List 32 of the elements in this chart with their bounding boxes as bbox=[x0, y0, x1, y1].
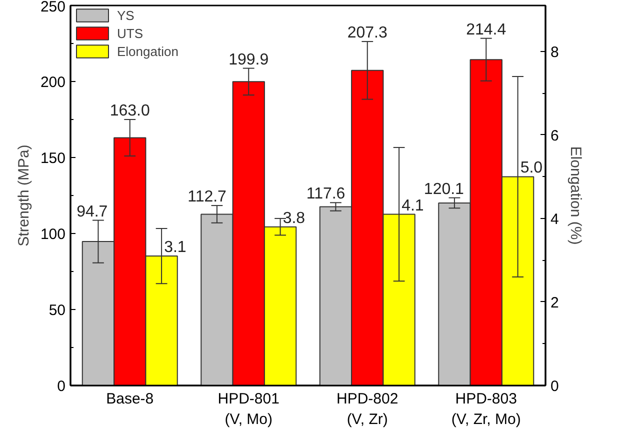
y-tick-label: 150 bbox=[40, 150, 66, 167]
y2-tick-label: 4 bbox=[550, 210, 559, 228]
x-tick-label: HPD-802 (V, Zr) bbox=[336, 390, 398, 428]
data-label: 117.6 bbox=[306, 186, 346, 203]
data-label: 112.7 bbox=[188, 188, 227, 206]
data-label: 3.8 bbox=[282, 210, 306, 227]
y-tick-label: 200 bbox=[40, 74, 66, 91]
legend-label: YS bbox=[117, 8, 136, 22]
data-label: 94.7 bbox=[76, 203, 108, 220]
data-label: 120.1 bbox=[424, 180, 464, 198]
legend-label: Elongation bbox=[117, 44, 178, 58]
y2-axis-title: Elongation (%) bbox=[566, 146, 584, 245]
y2-tick-label: 2 bbox=[550, 294, 559, 312]
x-tick-label: HPD-801 (V, Mo) bbox=[218, 390, 280, 428]
data-label: 207.3 bbox=[347, 24, 388, 42]
data-label: 3.1 bbox=[164, 239, 186, 256]
data-label: 163.0 bbox=[110, 102, 150, 120]
y2-tick-label: 8 bbox=[550, 44, 559, 61]
legend-label: UTS bbox=[117, 26, 143, 40]
data-label: 4.1 bbox=[402, 197, 424, 214]
data-label: 214.4 bbox=[466, 21, 506, 38]
y2-tick-label: 6 bbox=[550, 127, 559, 144]
y-tick-label: 0 bbox=[57, 378, 66, 395]
y-axis-title: Strength (MPa) bbox=[15, 144, 32, 246]
y-tick-label: 50 bbox=[48, 302, 66, 319]
x-tick-label: HPD-803 (V, Zr, Mo) bbox=[451, 390, 521, 428]
y-tick-label: 250 bbox=[40, 0, 66, 16]
data-label: 5.0 bbox=[520, 160, 543, 177]
y-tick-label: 100 bbox=[40, 226, 66, 243]
data-label: 199.9 bbox=[228, 51, 269, 68]
x-tick-label: Base-8 bbox=[106, 390, 154, 408]
y2-tick-label: 0 bbox=[550, 378, 559, 395]
